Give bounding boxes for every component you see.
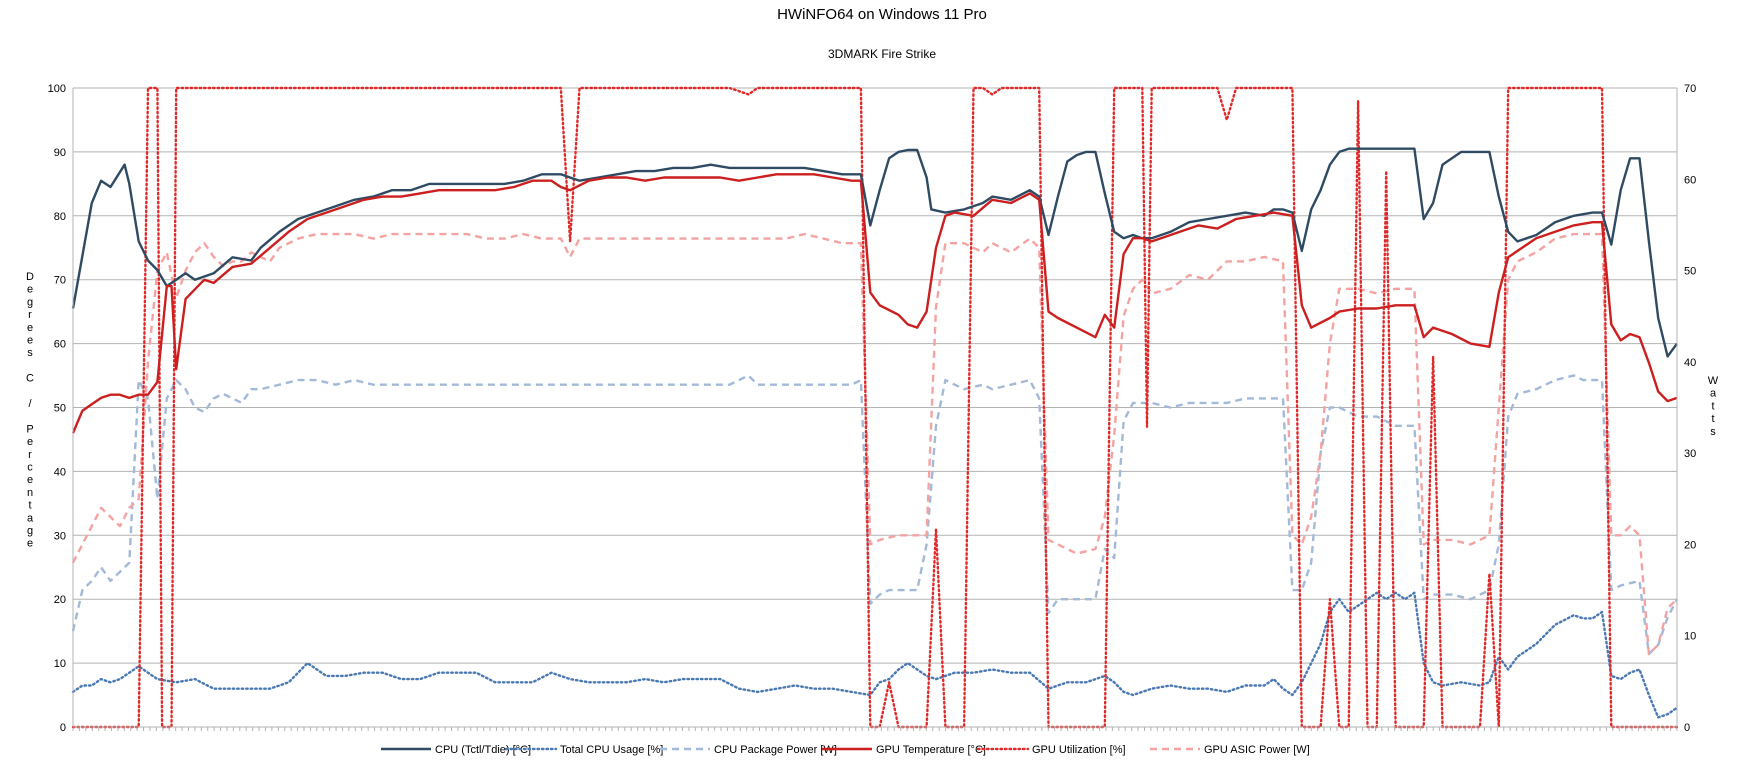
y-tick-label: 50 bbox=[54, 403, 66, 415]
axis-label-letter: a bbox=[27, 512, 34, 524]
axis-label-letter: C bbox=[26, 373, 34, 385]
axis-label-letter: c bbox=[27, 462, 33, 474]
series-line bbox=[71, 147, 1678, 358]
y-tick-label: 70 bbox=[54, 275, 66, 287]
axis-label-letter: t bbox=[1711, 400, 1714, 412]
axis-label-letter: t bbox=[28, 500, 31, 512]
axis-label-letter: e bbox=[27, 284, 33, 296]
legend-label: CPU Package Power [W] bbox=[714, 744, 837, 756]
axis-label-letter: e bbox=[27, 322, 33, 334]
legend-label: GPU ASIC Power [W] bbox=[1204, 744, 1310, 756]
axis-label-letter: t bbox=[1711, 413, 1714, 425]
legend-label: CPU (Tctl/Tdie) [°C] bbox=[435, 744, 531, 756]
chart-subtitle: 3DMARK Fire Strike bbox=[828, 47, 936, 61]
axis-label-letter: s bbox=[1710, 426, 1716, 438]
axes bbox=[72, 88, 1678, 728]
y2-axis-ticks: 0 10 20 30 40 50 60 70 bbox=[1684, 83, 1696, 734]
gridlines bbox=[73, 87, 1677, 728]
axis-label-letter: D bbox=[26, 271, 34, 283]
y2-tick-label: 60 bbox=[1684, 174, 1696, 186]
axis-label-letter: P bbox=[26, 423, 33, 435]
y2-tick-label: 30 bbox=[1684, 448, 1696, 460]
y-tick-label: 0 bbox=[60, 722, 66, 734]
axis-label-letter: s bbox=[27, 347, 33, 359]
legend: CPU (Tctl/Tdie) [°C] Total CPU Usage [%] C… bbox=[381, 744, 1310, 756]
y-tick-label: 20 bbox=[54, 594, 66, 606]
legend-label: GPU Utilization [%] bbox=[1032, 744, 1126, 756]
y2-tick-label: 50 bbox=[1684, 266, 1696, 278]
axis-label-letter: e bbox=[27, 474, 33, 486]
y-axis-ticks: 0 10 20 30 40 50 60 70 80 90 100 bbox=[48, 83, 66, 734]
series-line bbox=[71, 591, 1679, 719]
axis-label-letter: r bbox=[28, 449, 32, 461]
series-line bbox=[71, 173, 1678, 434]
y2-tick-label: 70 bbox=[1684, 83, 1696, 95]
y2-tick-label: 0 bbox=[1684, 722, 1690, 734]
y2-tick-label: 20 bbox=[1684, 539, 1696, 551]
y2-tick-label: 40 bbox=[1684, 357, 1696, 369]
axis-label-letter: / bbox=[28, 398, 32, 410]
y-tick-label: 90 bbox=[54, 147, 66, 159]
chart-title: HWiNFO64 on Windows 11 Pro bbox=[777, 6, 987, 23]
axis-label-letter: e bbox=[27, 538, 33, 550]
legend-label: Total CPU Usage [%] bbox=[560, 744, 663, 756]
y-tick-label: 100 bbox=[48, 83, 66, 95]
axis-label-letter: g bbox=[27, 296, 33, 308]
y-tick-label: 10 bbox=[54, 658, 66, 670]
y2-tick-label: 10 bbox=[1684, 631, 1696, 643]
axis-label-letter: W bbox=[1708, 375, 1719, 387]
axis-label-letter: n bbox=[27, 487, 33, 499]
series-line bbox=[71, 232, 1678, 656]
axis-label-letter: g bbox=[27, 525, 33, 537]
axis-label-letter: r bbox=[28, 309, 32, 321]
axis-label-letter: a bbox=[1710, 388, 1717, 400]
axis-label-letter: e bbox=[27, 436, 33, 448]
y-tick-label: 30 bbox=[54, 530, 66, 542]
y-tick-label: 60 bbox=[54, 339, 66, 351]
y-tick-label: 40 bbox=[54, 466, 66, 478]
axis-label-letter: e bbox=[27, 335, 33, 347]
y-tick-label: 80 bbox=[54, 211, 66, 223]
series-line bbox=[71, 374, 1679, 656]
legend-label: GPU Temperature [°C] bbox=[876, 744, 986, 756]
